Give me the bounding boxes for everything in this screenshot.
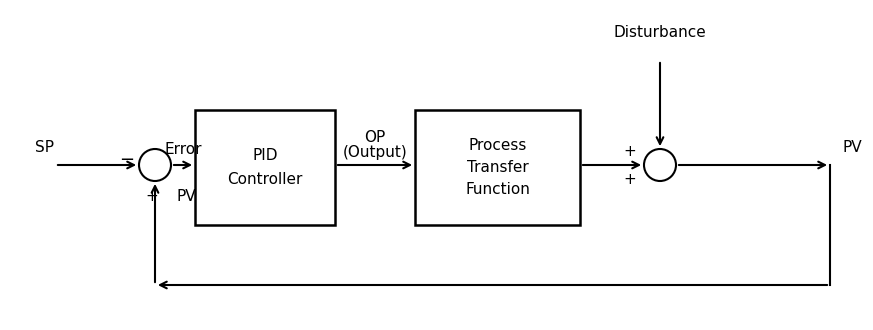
Text: PV: PV [842, 140, 862, 155]
Text: +: + [623, 144, 636, 158]
Text: Process: Process [468, 138, 526, 153]
Text: −: − [119, 151, 134, 169]
Text: Disturbance: Disturbance [614, 25, 706, 40]
Circle shape [644, 149, 676, 181]
Text: SP: SP [35, 140, 54, 155]
Bar [415, 110, 580, 225]
Text: PV: PV [176, 189, 196, 204]
Text: Function: Function [465, 182, 530, 197]
Text: +: + [623, 172, 636, 186]
Circle shape [139, 149, 171, 181]
Text: Error: Error [164, 142, 202, 157]
Text: PID: PID [252, 148, 278, 163]
Bar [195, 110, 335, 225]
Text: Controller: Controller [227, 172, 303, 187]
Text: (Output): (Output) [342, 145, 408, 160]
Text: +: + [146, 189, 158, 204]
Text: OP: OP [364, 130, 386, 145]
Text: Transfer: Transfer [467, 160, 528, 175]
